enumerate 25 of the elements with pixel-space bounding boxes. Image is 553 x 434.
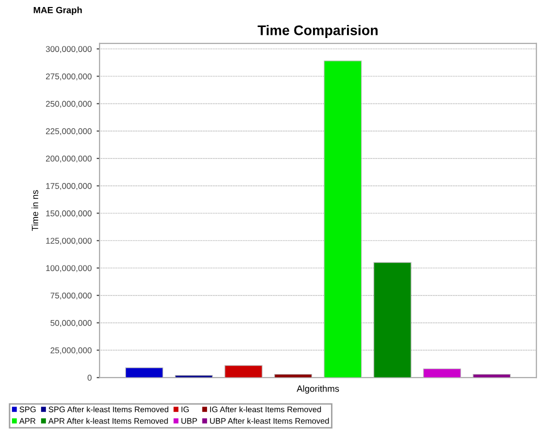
y-tick-label: 225,000,000 xyxy=(46,128,92,136)
chart-title: Time Comparision xyxy=(258,25,378,38)
legend-label: UBP xyxy=(181,418,197,424)
legend-label: APR xyxy=(19,418,36,424)
y-tick-label: 200,000,000 xyxy=(46,156,92,163)
y-tick-label: 100,000,000 xyxy=(46,265,92,272)
legend-label: UBP After k-least Items Removed xyxy=(210,418,329,424)
legend-label: IG After k-least Items Removed xyxy=(210,406,321,412)
y-axis-title: Time in ns xyxy=(32,190,38,231)
legend-label: SPG After k-least Items Removed xyxy=(48,406,168,412)
legend-label: IG xyxy=(182,406,189,412)
y-tick-label: 0 xyxy=(88,374,92,381)
y-tick-label: 275,000,000 xyxy=(46,73,92,80)
x-axis-title: Algorithms xyxy=(296,385,339,394)
y-tick-label: 175,000,000 xyxy=(46,183,92,190)
legend-label: APR After k-least Items Removed xyxy=(48,418,168,424)
y-tick-label: 25,000,000 xyxy=(50,347,92,354)
y-tick-label: 75,000,000 xyxy=(50,292,92,300)
y-tick-label: 125,000,000 xyxy=(46,238,92,245)
y-tick-label: 150,000,000 xyxy=(46,210,92,218)
text: MAE Graph xyxy=(34,6,82,16)
y-tick-label: 50,000,000 xyxy=(50,320,92,327)
y-tick-label: 250,000,000 xyxy=(46,100,92,108)
legend-label: SPG xyxy=(20,406,36,412)
y-tick-label: 300,000,000 xyxy=(46,46,92,53)
